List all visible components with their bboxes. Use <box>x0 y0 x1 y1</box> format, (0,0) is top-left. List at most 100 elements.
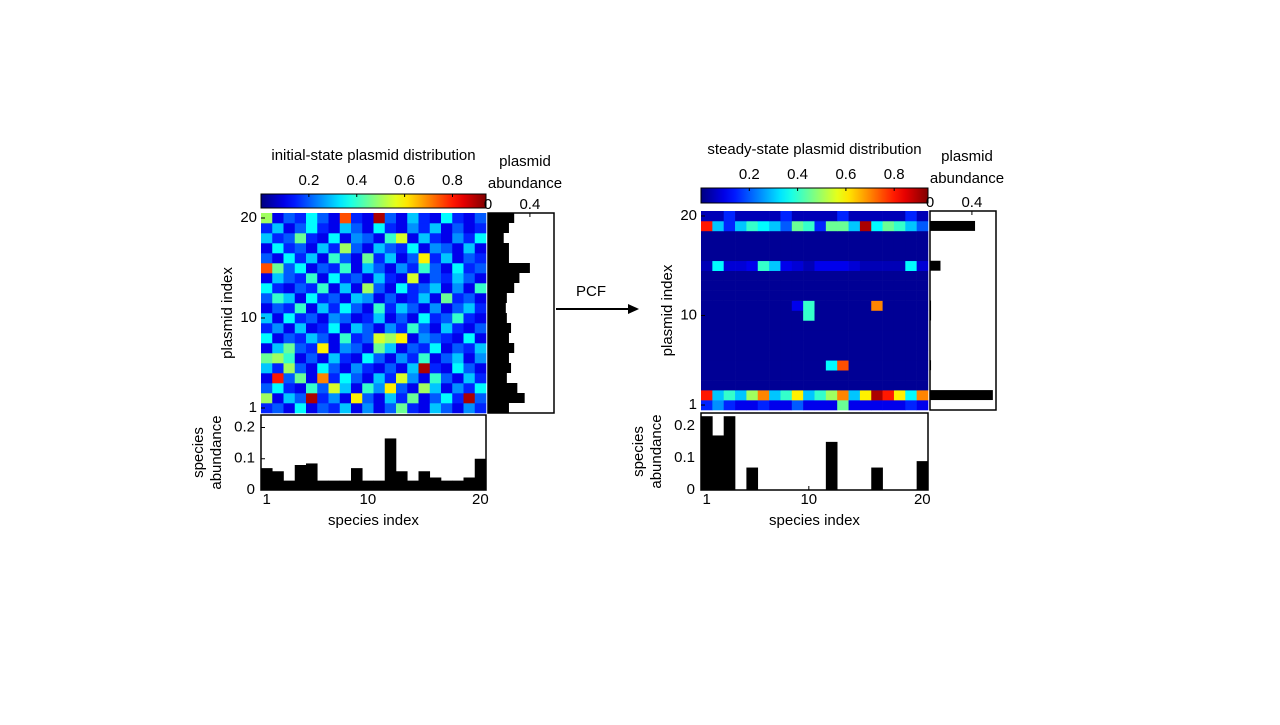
heatmap-cell <box>407 223 419 234</box>
heatmap-cell <box>757 380 770 391</box>
heatmap-cell <box>825 290 838 301</box>
heatmap-cell <box>791 360 804 371</box>
heatmap-cell <box>407 243 419 254</box>
heatmap-cell <box>701 310 713 321</box>
heatmap-cell <box>791 340 804 351</box>
heatmap-cell <box>351 353 363 364</box>
heatmap-cell <box>712 270 724 281</box>
heatmap-cell <box>328 223 341 234</box>
heatmap-cell <box>780 390 793 401</box>
heatmap-cell <box>261 273 273 284</box>
heatmap-cell <box>780 240 793 252</box>
heatmap-cell <box>769 400 781 411</box>
heatmap-cell <box>339 383 352 394</box>
heatmap-cell <box>317 343 329 354</box>
heatmap-cell <box>396 233 408 244</box>
heatmap-cell <box>735 380 747 391</box>
x-tick-label: 0.4 <box>519 196 540 213</box>
heatmap-cell <box>351 333 363 344</box>
axis-label: species <box>630 426 647 477</box>
heatmap-cell <box>351 393 363 404</box>
heatmap-cell <box>396 403 408 414</box>
heatmap-cell <box>916 360 929 371</box>
heatmap-cell <box>701 240 713 252</box>
x-tick-label: 0.4 <box>961 194 982 211</box>
heatmap-cell <box>351 233 363 244</box>
heatmap-cell <box>317 313 329 324</box>
heatmap-cell <box>328 323 341 334</box>
heatmap-cell <box>848 240 861 252</box>
y-axis-label: plasmid index <box>219 267 236 359</box>
heatmap-cell <box>362 373 374 384</box>
heatmap-cell <box>429 363 442 374</box>
heatmap-cell <box>407 273 419 284</box>
heatmap-cell <box>474 393 487 404</box>
heatmap-cell <box>384 303 397 314</box>
heatmap-cell <box>317 353 329 364</box>
heatmap-cell <box>916 380 929 391</box>
heatmap-cell <box>283 333 296 344</box>
heatmap-cell <box>837 280 849 291</box>
heatmap-cell <box>916 370 929 381</box>
bar <box>441 480 453 490</box>
bar <box>488 243 509 253</box>
heatmap-cell <box>814 250 827 262</box>
heatmap-cell <box>905 360 917 371</box>
heatmap-cell <box>306 333 318 344</box>
heatmap-cell <box>780 290 793 301</box>
heatmap-cell <box>837 220 849 232</box>
heatmap-cell <box>757 320 770 331</box>
heatmap-cell <box>848 260 861 271</box>
heatmap-cell <box>384 293 397 304</box>
heatmap-cell <box>757 240 770 252</box>
heatmap-cell <box>791 320 804 331</box>
heatmap-cell <box>306 343 318 354</box>
heatmap-cell <box>452 243 464 254</box>
heatmap-cell <box>429 233 442 244</box>
bar <box>429 477 442 490</box>
heatmap-cell <box>261 213 273 224</box>
heatmap-cell <box>339 273 352 284</box>
heatmap-cell <box>283 403 296 414</box>
heatmap-cell <box>463 383 476 394</box>
heatmap-cell <box>871 360 883 371</box>
heatmap-cell <box>780 380 793 391</box>
heatmap-cell <box>746 300 759 311</box>
heatmap-cell <box>441 393 453 404</box>
heatmap-cell <box>441 403 453 414</box>
heatmap-cell <box>272 353 284 364</box>
heatmap-cell <box>362 333 374 344</box>
heatmap-cell <box>317 383 329 394</box>
heatmap-cell <box>463 253 476 264</box>
heatmap-cell <box>701 400 713 411</box>
heatmap-cell <box>916 330 929 341</box>
heatmap-cell <box>735 220 747 232</box>
heatmap-cell <box>746 260 759 271</box>
heatmap-cell <box>474 303 487 314</box>
heatmap-cell <box>712 320 724 331</box>
heatmap-cell <box>317 323 329 334</box>
bar <box>871 467 883 490</box>
heatmap-cell <box>362 263 374 274</box>
heatmap-cell <box>701 260 713 271</box>
heatmap-cell <box>780 310 793 321</box>
heatmap-cell <box>261 403 273 414</box>
heatmap-cell <box>882 211 895 222</box>
heatmap-cell <box>407 403 419 414</box>
heatmap-cell <box>757 330 770 341</box>
heatmap-cell <box>701 230 713 242</box>
heatmap-cell <box>814 300 827 311</box>
chart-title: steady-state plasmid distribution <box>707 141 921 158</box>
heatmap-cell <box>780 370 793 381</box>
heatmap-cell <box>882 400 895 411</box>
heatmap-cell <box>441 283 453 294</box>
heatmap-cell <box>373 223 386 234</box>
heatmap-cell <box>825 350 838 361</box>
heatmap-cell <box>893 350 906 361</box>
heatmap-cell <box>893 250 906 262</box>
heatmap-cell <box>757 270 770 281</box>
heatmap-cell <box>814 310 827 321</box>
heatmap-cell <box>463 403 476 414</box>
heatmap-cell <box>261 393 273 404</box>
heatmap-cell <box>803 310 815 321</box>
